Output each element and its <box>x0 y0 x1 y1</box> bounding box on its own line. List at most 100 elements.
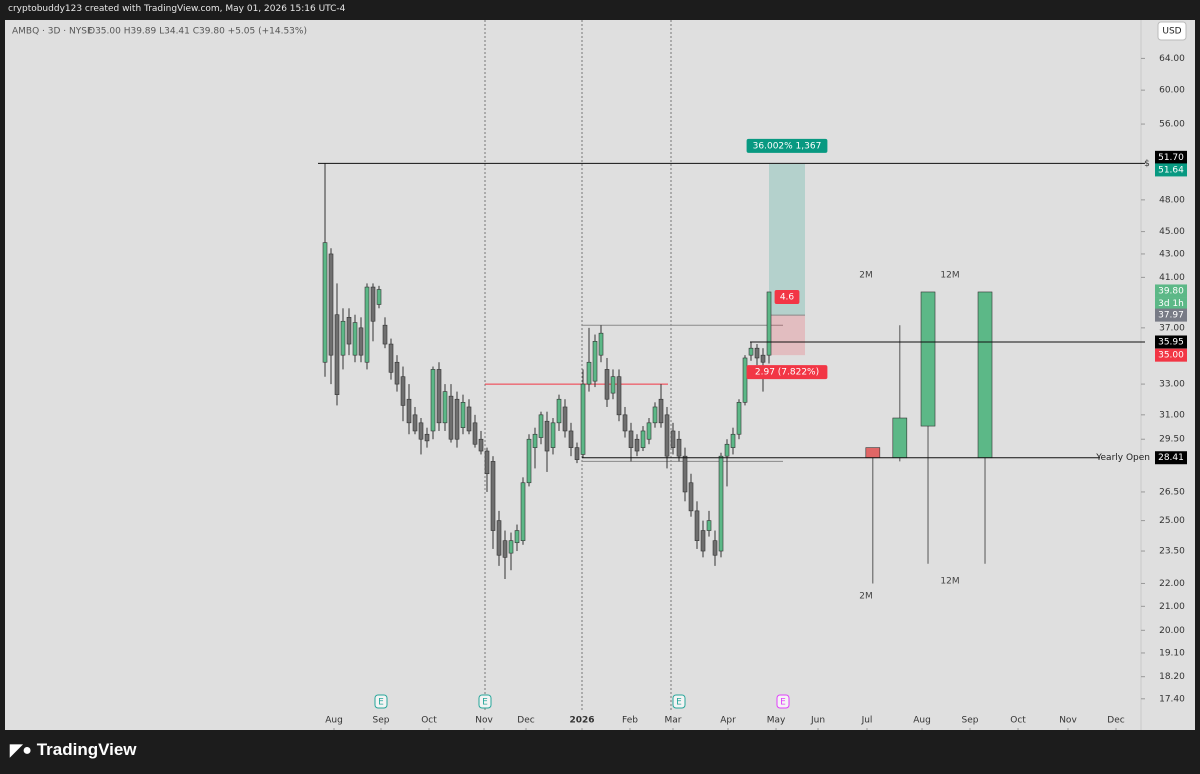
x-tick-label: Jun <box>810 716 825 726</box>
target-label: 36.002% 1,367 <box>753 141 822 151</box>
y-tick-label: 33.00 <box>1159 380 1185 390</box>
candle-body <box>664 414 670 457</box>
candle-body <box>694 510 700 541</box>
y-tick-label: 22.00 <box>1159 579 1185 589</box>
y-tick-label: 25.00 <box>1159 516 1185 526</box>
y-tick-label: 60.00 <box>1159 86 1185 96</box>
annotation: 2M <box>859 592 873 602</box>
candle-body <box>646 422 652 440</box>
candle-body <box>340 320 346 356</box>
candle-body <box>550 422 556 448</box>
target-zone <box>769 163 805 316</box>
currency[interactable]: USD <box>1162 27 1181 37</box>
price-label-bg <box>1155 451 1187 465</box>
candle-body <box>670 430 676 448</box>
candle-body <box>760 354 766 363</box>
annotation: 12M <box>940 577 959 587</box>
y-tick-label: 64.00 <box>1159 54 1185 64</box>
x-tick-label: May <box>767 716 786 726</box>
y-tick-label: 26.50 <box>1159 487 1185 497</box>
y-tick-label: 20.00 <box>1159 626 1185 636</box>
x-tick-label: Oct <box>421 716 437 726</box>
brand-name: TradingView <box>36 740 137 759</box>
candle-body <box>532 433 538 448</box>
y-tick-label: 31.00 <box>1159 410 1185 420</box>
x-tick-label: Sep <box>962 716 979 726</box>
price-label: 28.41 <box>1158 453 1184 463</box>
x-tick-label: 2026 <box>569 716 594 726</box>
candle-body <box>508 540 514 554</box>
candle-body <box>652 406 658 424</box>
candle-body <box>526 438 532 484</box>
candle-body <box>322 242 328 363</box>
y-tick-label: 43.00 <box>1159 249 1185 259</box>
yearly-open-label: Yearly Open <box>1095 453 1150 463</box>
x-tick-label: Dec <box>1107 716 1124 726</box>
candle-body <box>376 289 382 305</box>
candle-body <box>514 530 520 544</box>
candle-body <box>424 433 430 442</box>
candle-body <box>478 438 484 452</box>
event-label: E <box>780 698 786 708</box>
price-label-bg <box>1155 335 1187 349</box>
candle-body <box>466 406 472 432</box>
ratio-label-bg <box>774 289 800 304</box>
candle-body <box>616 376 622 416</box>
event-label: E <box>482 698 488 708</box>
candle-body <box>610 376 616 394</box>
candle-body <box>562 406 568 432</box>
logo: ◤● <box>10 742 32 759</box>
y-tick-label: 45.00 <box>1159 227 1185 237</box>
target-label-bg <box>746 138 828 153</box>
candle-body <box>580 383 586 455</box>
candle-body <box>436 369 442 424</box>
dollar-marker: $ <box>1144 159 1150 169</box>
annotation: 12M <box>940 271 959 281</box>
event-icon <box>374 694 388 709</box>
candle-body <box>622 414 628 432</box>
ohlc-legend: O35.00 H39.89 L34.41 C39.80 +5.05 (+14.5… <box>88 27 307 37</box>
candle-body <box>634 438 640 452</box>
countdown: 3d 1h <box>1158 299 1184 309</box>
x-tick-label: Sep <box>373 716 390 726</box>
currency-button[interactable] <box>1157 21 1187 41</box>
candle-body <box>598 332 604 356</box>
ratio-label: 4.6 <box>780 292 795 302</box>
price-label: 37.97 <box>1158 311 1184 321</box>
candle-body <box>370 286 376 322</box>
candle-body <box>736 402 742 435</box>
y-tick-label: 17.40 <box>1159 694 1185 704</box>
price-label: 39.80 <box>1158 286 1184 296</box>
projection-body <box>892 417 908 459</box>
y-tick-label: 23.50 <box>1159 547 1185 557</box>
candle-body <box>484 450 490 475</box>
event-icon <box>776 694 790 709</box>
y-tick-label: 18.20 <box>1159 672 1185 682</box>
candle-body <box>748 347 754 356</box>
price-label-bg <box>1155 308 1187 322</box>
candle-body <box>676 438 682 457</box>
candle-body <box>382 324 388 345</box>
price-label-bg <box>1155 284 1187 298</box>
candle-body <box>364 286 370 363</box>
candle-body <box>352 322 358 356</box>
x-tick-label: Dec <box>517 716 534 726</box>
y-tick-label: 48.00 <box>1159 195 1185 205</box>
event-label: E <box>378 698 384 708</box>
candle-body <box>658 398 664 424</box>
y-tick-label: 56.00 <box>1159 120 1185 130</box>
candle-body <box>502 540 508 558</box>
x-tick-label: Oct <box>1010 716 1026 726</box>
price-label: 35.00 <box>1158 351 1184 361</box>
event-label: E <box>676 698 682 708</box>
x-tick-label: Aug <box>913 716 931 726</box>
price-label-bg <box>1155 348 1187 362</box>
candle-body <box>718 455 724 552</box>
candle-body <box>538 414 544 438</box>
stop-label-bg <box>746 365 828 380</box>
candle-body <box>334 314 340 395</box>
price-label-bg <box>1155 163 1187 177</box>
stop-zone <box>769 315 805 356</box>
x-tick-label: Nov <box>475 716 493 726</box>
y-tick-label: 19.10 <box>1159 648 1185 658</box>
